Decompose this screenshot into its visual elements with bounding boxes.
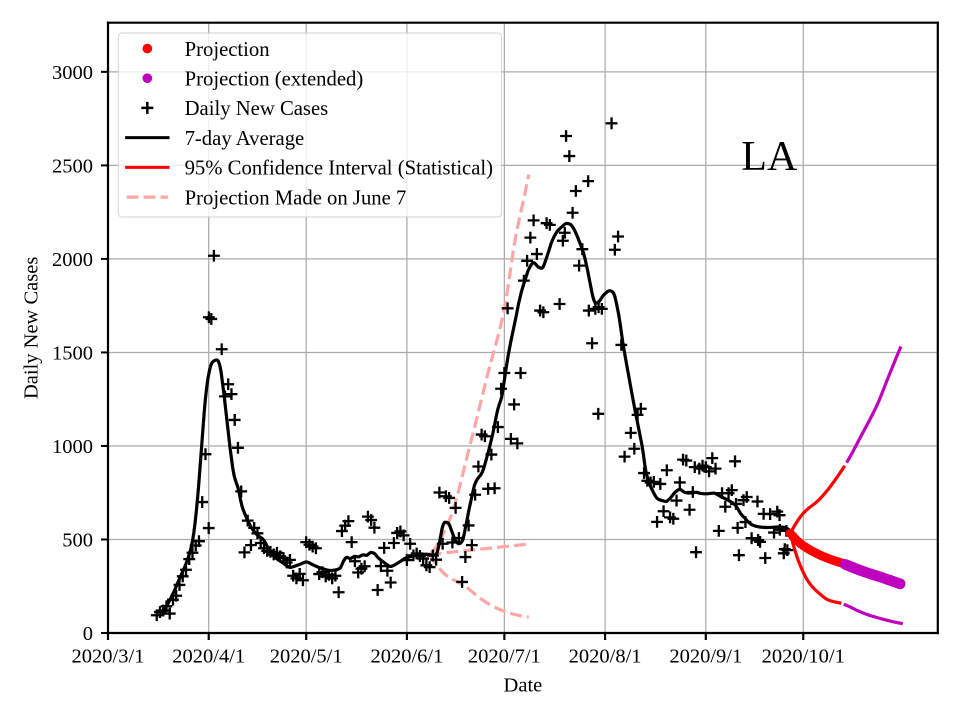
- svg-text:2020/6/1: 2020/6/1: [370, 646, 443, 668]
- svg-text:7-day Average: 7-day Average: [185, 128, 305, 150]
- svg-text:Projection Made on June 7: Projection Made on June 7: [185, 187, 407, 209]
- svg-text:Daily New Cases: Daily New Cases: [21, 257, 43, 399]
- svg-text:95% Confidence Interval (Stati: 95% Confidence Interval (Statistical): [185, 158, 493, 180]
- svg-text:2020/8/1: 2020/8/1: [569, 646, 642, 668]
- svg-text:Projection: Projection: [185, 39, 271, 61]
- svg-text:2000: 2000: [52, 249, 93, 271]
- svg-text:2020/4/1: 2020/4/1: [172, 646, 245, 668]
- svg-text:2020/9/1: 2020/9/1: [669, 646, 742, 668]
- svg-text:3000: 3000: [52, 62, 93, 84]
- svg-text:500: 500: [62, 530, 93, 552]
- svg-text:2020/3/1: 2020/3/1: [72, 646, 145, 668]
- svg-text:2020/10/1: 2020/10/1: [762, 646, 845, 668]
- svg-text:LA: LA: [741, 134, 798, 180]
- svg-text:2020/5/1: 2020/5/1: [270, 646, 343, 668]
- svg-text:Projection (extended): Projection (extended): [185, 68, 364, 90]
- svg-text:1500: 1500: [52, 343, 93, 365]
- svg-text:0: 0: [83, 623, 93, 645]
- svg-text:2020/7/1: 2020/7/1: [468, 646, 541, 668]
- svg-text:Daily New Cases: Daily New Cases: [185, 98, 329, 120]
- svg-text:1000: 1000: [52, 436, 93, 458]
- svg-text:2500: 2500: [52, 156, 93, 178]
- svg-text:Date: Date: [504, 674, 543, 696]
